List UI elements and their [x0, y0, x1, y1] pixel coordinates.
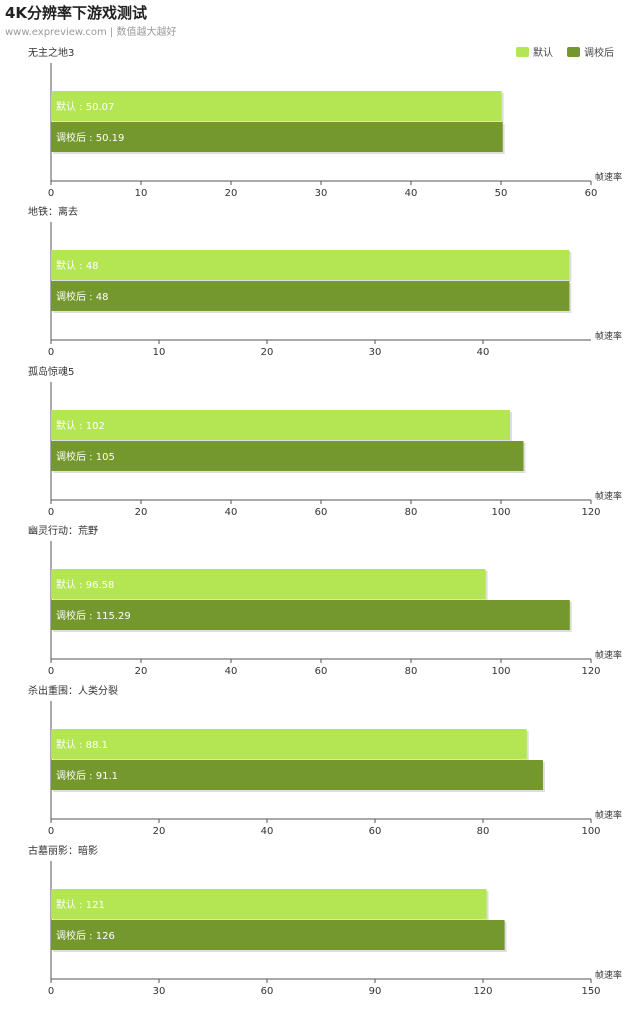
x-tick-label: 60 [315, 666, 328, 677]
x-tick-label: 0 [48, 188, 54, 199]
x-axis-label: 帧速率 [595, 490, 622, 502]
x-tick-label: 40 [225, 507, 238, 518]
legend-item-tuned[interactable]: 调校后 [567, 44, 614, 59]
x-axis-label: 帧速率 [595, 649, 622, 661]
page-title: 4K分辨率下游戏测试 [5, 4, 148, 22]
x-tick-label: 50 [495, 188, 508, 199]
chart-title: 无主之地3 [28, 46, 74, 59]
x-tick-label: 120 [581, 507, 600, 518]
bar-tuned[interactable] [51, 600, 570, 630]
bar-tuned[interactable] [51, 281, 570, 311]
x-tick-label: 40 [261, 826, 274, 837]
x-tick-label: 20 [153, 826, 166, 837]
x-tick-label: 60 [585, 188, 598, 199]
bar-data-label: 默认 : 96.58 [56, 578, 114, 591]
x-axis-label: 帧速率 [595, 171, 622, 183]
x-tick-label: 30 [315, 188, 328, 199]
bar-default[interactable] [51, 250, 570, 280]
x-tick-label: 100 [581, 826, 600, 837]
bar-data-label: 调校后 : 126 [56, 929, 115, 942]
bar-default[interactable] [51, 91, 502, 121]
x-tick-label: 80 [477, 826, 490, 837]
chart-title: 古墓丽影：暗影 [28, 844, 98, 857]
x-tick-label: 60 [369, 826, 382, 837]
bar-default[interactable] [51, 569, 486, 599]
x-tick-label: 10 [153, 347, 166, 358]
bar-tuned[interactable] [51, 920, 505, 950]
bar-data-label: 调校后 : 50.19 [56, 131, 124, 144]
x-tick-label: 60 [261, 986, 274, 997]
x-tick-label: 100 [491, 666, 510, 677]
x-tick-label: 60 [315, 507, 328, 518]
legend-swatch-default [516, 46, 529, 57]
x-tick-label: 40 [225, 666, 238, 677]
x-tick-label: 120 [581, 666, 600, 677]
bar-data-label: 默认 : 48 [56, 259, 98, 272]
x-tick-label: 30 [153, 986, 166, 997]
x-tick-label: 40 [477, 347, 490, 358]
bar-data-label: 默认 : 121 [56, 898, 105, 911]
x-axis-label: 帧速率 [595, 809, 622, 821]
x-tick-label: 0 [48, 347, 54, 358]
bar-data-label: 调校后 : 91.1 [56, 769, 118, 782]
page-subtitle: www.expreview.com | 数值越大越好 [5, 27, 177, 38]
bar-data-label: 调校后 : 115.29 [56, 609, 131, 622]
bar-data-label: 默认 : 88.1 [56, 738, 108, 751]
x-tick-label: 0 [48, 986, 54, 997]
x-tick-label: 0 [48, 507, 54, 518]
x-axis-label: 帧速率 [595, 969, 622, 981]
chart-title: 杀出重围：人类分裂 [28, 684, 118, 697]
x-tick-label: 20 [135, 507, 148, 518]
chart-title: 地铁：离去 [28, 205, 78, 218]
x-tick-label: 20 [261, 347, 274, 358]
x-tick-label: 120 [473, 986, 492, 997]
x-tick-label: 100 [491, 507, 510, 518]
bar-default[interactable] [51, 729, 527, 759]
bar-data-label: 默认 : 50.07 [56, 100, 114, 113]
chart-title: 孤岛惊魂5 [28, 365, 74, 378]
x-tick-label: 0 [48, 666, 54, 677]
x-tick-label: 80 [405, 507, 418, 518]
bar-default[interactable] [51, 889, 487, 919]
bar-tuned[interactable] [51, 441, 524, 471]
x-tick-label: 90 [369, 986, 382, 997]
bar-data-label: 调校后 : 105 [56, 450, 115, 463]
legend-label-default: 默认 [533, 48, 553, 59]
bar-tuned[interactable] [51, 760, 543, 790]
x-tick-label: 150 [581, 986, 600, 997]
x-tick-label: 20 [135, 666, 148, 677]
chart-title: 幽灵行动：荒野 [28, 524, 98, 537]
bar-default[interactable] [51, 410, 510, 440]
legend-item-default[interactable]: 默认 [516, 44, 553, 59]
x-tick-label: 0 [48, 826, 54, 837]
bar-data-label: 调校后 : 48 [56, 290, 108, 303]
x-tick-label: 20 [225, 188, 238, 199]
x-tick-label: 40 [405, 188, 418, 199]
legend-swatch-tuned [567, 46, 580, 57]
bar-data-label: 默认 : 102 [56, 419, 105, 432]
bar-tuned[interactable] [51, 122, 503, 152]
x-tick-label: 80 [405, 666, 418, 677]
legend-label-tuned: 调校后 [584, 48, 614, 59]
legend: 默认 调校后 [516, 44, 614, 59]
x-tick-label: 10 [135, 188, 148, 199]
x-axis-label: 帧速率 [595, 330, 622, 342]
x-tick-label: 30 [369, 347, 382, 358]
